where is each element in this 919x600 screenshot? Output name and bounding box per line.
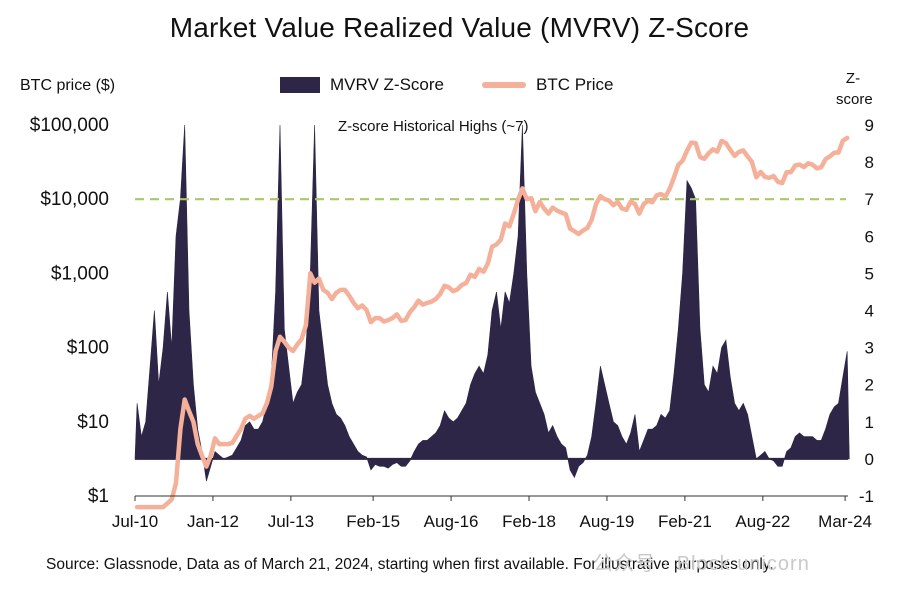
chart-title: Market Value Realized Value (MVRV) Z-Sco… [169,12,750,43]
right-tick-label: 6 [865,227,874,246]
right-tick-label: 2 [865,376,874,395]
legend-label-zscore: MVRV Z-Score [330,75,444,94]
right-tick-label: 0 [865,450,874,469]
x-tick-label: Aug-22 [735,512,790,531]
btc-price-line [134,135,850,510]
x-tick-label: Mar-24 [818,512,872,531]
right-tick-label: -1 [859,487,874,506]
right-tick-label: 7 [865,190,874,209]
right-tick-label: 1 [865,413,874,432]
right-tick-label: 3 [865,339,874,358]
x-tick-label: Feb-15 [346,512,400,531]
x-tick-label: Jul-13 [268,512,314,531]
right-tick-label: 4 [865,302,874,321]
legend-swatch-price [482,82,526,88]
x-tick-label: Feb-21 [658,512,712,531]
left-tick-label: $100,000 [30,115,109,136]
legend-label-price: BTC Price [536,75,614,94]
x-tick-label: Aug-19 [580,512,635,531]
x-tick-label: Feb-18 [502,512,556,531]
right-axis-label: Z- score [836,68,873,110]
left-tick-label: $10,000 [40,189,109,210]
historical-highs-annotation: Z-score Historical Highs (~7) [338,118,529,135]
right-axis-label-line1: Z- [845,70,861,87]
x-tick-label: Jul-10 [112,512,158,531]
right-axis-label-line2: score [836,91,873,108]
right-tick-label: 8 [865,153,874,172]
x-tick-label: Jan-12 [187,512,239,531]
watermark: 公众号 · Block unicorn [593,553,810,575]
right-tick-label: 5 [865,264,874,283]
legend-swatch-zscore [280,77,320,93]
right-tick-label: 9 [865,116,874,135]
legend: MVRV Z-Score BTC Price [280,75,613,95]
left-tick-label: $1,000 [51,263,109,284]
source-note: Source: Glassnode, Data as of March 21, … [46,556,774,573]
left-tick-label: $10 [77,412,109,433]
x-tick-label: Aug-16 [424,512,479,531]
left-axis-label: BTC price ($) [20,77,116,94]
left-tick-label: $100 [67,338,109,359]
zscore-area [134,124,850,482]
left-tick-label: $1 [88,486,109,507]
